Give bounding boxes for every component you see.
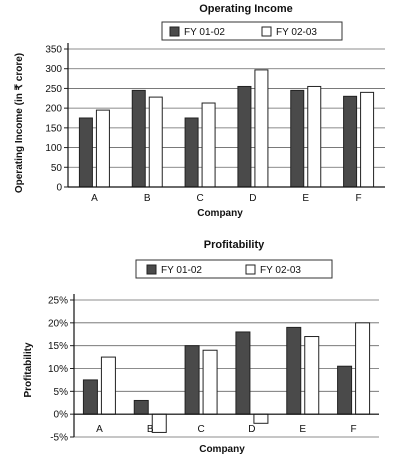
chart-2-x-tick-label-f: F (351, 424, 357, 435)
chart-1-bar-f-series-2 (360, 91, 375, 188)
chart-2-x-tick-label-c: C (197, 424, 204, 435)
chart-2-y-tick-label: 20% (48, 318, 68, 329)
chart-2-legend-swatch-fy01-02 (146, 264, 157, 275)
chart-1-x-tick-label-d: D (249, 193, 256, 204)
chart-1-x-tick-label-c: C (196, 193, 203, 204)
chart-2-x-tick-label-a: A (96, 424, 103, 435)
chart-2-y-tick-label: 0% (54, 410, 69, 421)
chart-1-y-axis-title: Operating Income (in ₹ crore) (14, 53, 25, 193)
chart-1-legend-swatch-fy01-02 (169, 26, 180, 37)
chart-2-bar-a-series-1 (82, 379, 98, 415)
chart-2-x-tick-label-e: E (299, 424, 306, 435)
chart-1-bar-b-series-2 (148, 96, 163, 188)
chart-1-x-axis-title: Company (197, 208, 243, 219)
chart-1-legend-swatch-fy02-03 (261, 26, 272, 37)
chart-1-bar-e-series-1 (290, 89, 305, 188)
chart-2-bar-b-series-2 (151, 413, 167, 433)
chart-1-y-tick-label: 150 (45, 123, 62, 134)
operating-income-chart: Operating Income FY 01-02 FY 02-03 Opera… (14, 3, 385, 219)
chart-1-bar-d-series-2 (254, 69, 269, 188)
chart-1-bar-d-series-1 (237, 85, 252, 188)
chart-1-x-tick-label-f: F (356, 193, 362, 204)
chart-2-legend: FY 01-02 FY 02-03 (135, 259, 333, 279)
chart-1-legend-label-fy01-02: FY 01-02 (184, 27, 225, 38)
chart-2-y-tick-label: 25% (48, 296, 68, 307)
chart-1-x-tick-label-b: B (144, 193, 151, 204)
chart-2-bar-c-series-1 (184, 345, 200, 415)
chart-1-y-tick-label: 100 (45, 143, 62, 154)
chart-2-y-tick-label: -5% (50, 433, 68, 444)
chart-2-y-tick-label: 15% (48, 341, 68, 352)
chart-2-bar-d-series-2 (253, 413, 269, 424)
chart-1-bar-e-series-2 (307, 85, 322, 188)
chart-2-legend-swatch-fy02-03 (245, 264, 256, 275)
chart-1-bar-a-series-1 (78, 117, 93, 188)
chart-1-y-tick-label: 250 (45, 84, 62, 95)
chart-1-bar-c-series-2 (201, 102, 216, 188)
chart-1-legend: FY 01-02 FY 02-03 (161, 21, 343, 41)
chart-1-bar-a-series-2 (95, 109, 110, 188)
chart-1-legend-label-fy02-03: FY 02-03 (276, 27, 317, 38)
chart-2-y-tick-label: 5% (54, 387, 69, 398)
profitability-chart: Profitability FY 01-02 FY 02-03 Profitab… (23, 239, 379, 455)
chart-2-x-tick-label-d: D (248, 424, 255, 435)
chart-1-x-tick-label-a: A (91, 193, 98, 204)
chart-2-bar-f-series-1 (337, 365, 353, 415)
chart-2-bar-c-series-2 (202, 349, 218, 415)
chart-2-legend-label-fy02-03: FY 02-03 (260, 265, 301, 276)
chart-2-y-axis-title: Profitability (23, 342, 34, 397)
chart-2-bar-f-series-2 (355, 322, 371, 415)
chart-2-bar-d-series-1 (235, 331, 251, 415)
chart-2-bar-b-series-1 (133, 399, 149, 415)
chart-2-y-tick-label: 10% (48, 364, 68, 375)
chart-2-x-tick-label-b: B (147, 424, 154, 435)
chart-1-title: Operating Income (199, 3, 293, 15)
chart-2-legend-label-fy01-02: FY 01-02 (161, 265, 202, 276)
chart-1-y-tick-label: 300 (45, 64, 62, 75)
chart-2-bar-e-series-2 (304, 336, 320, 415)
chart-1-bar-c-series-1 (184, 117, 199, 188)
chart-1-y-tick-label: 350 (45, 45, 62, 56)
chart-2-title: Profitability (204, 239, 265, 251)
chart-1-y-tick-label: 200 (45, 104, 62, 115)
chart-2-bar-e-series-1 (286, 326, 302, 415)
chart-1-y-tick-label: 0 (56, 183, 62, 194)
chart-1-y-tick-label: 50 (51, 163, 63, 174)
chart-2-x-axis-title: Company (199, 444, 245, 455)
chart-1-x-tick-label-e: E (302, 193, 309, 204)
chart-2-bar-a-series-2 (100, 356, 116, 415)
chart-1-bar-f-series-1 (343, 95, 358, 188)
chart-1-bar-b-series-1 (131, 89, 146, 188)
